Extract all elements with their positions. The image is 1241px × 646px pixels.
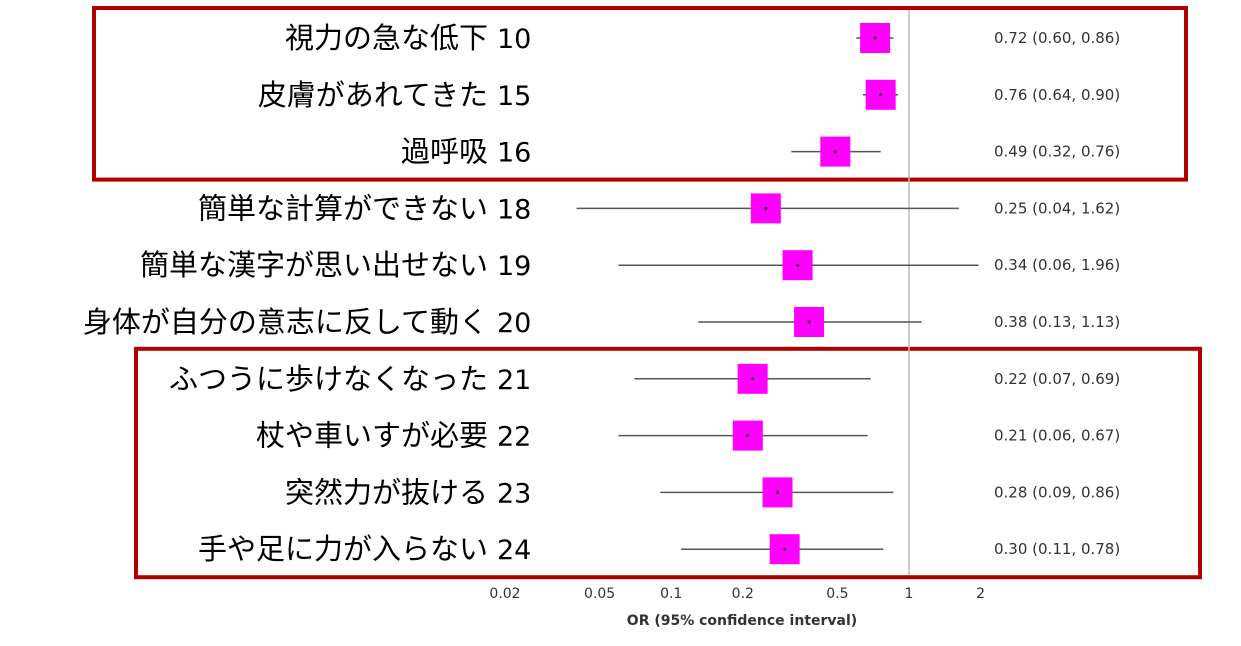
x-tick-label: 0.5 <box>826 586 848 602</box>
row-number: 10 <box>497 24 531 55</box>
forest-row: 過呼吸 16 0.49 (0.32, 0.76) <box>401 135 1120 169</box>
row-label: 視力の急な低下 <box>285 21 488 55</box>
row-number: 16 <box>497 138 531 169</box>
row-number: 18 <box>497 194 531 225</box>
x-axis-label: OR (95% confidence interval) <box>627 613 857 629</box>
row-label: 簡単な計算ができない <box>198 191 488 225</box>
x-tick-label: 1 <box>905 586 914 602</box>
ci-text: 0.38 (0.13, 1.13) <box>994 313 1120 331</box>
or-point <box>873 36 877 40</box>
forest-row: 皮膚があれてきた 15 0.76 (0.64, 0.90) <box>258 78 1120 112</box>
highlight-box-1 <box>92 6 1188 182</box>
x-tick-label: 2 <box>976 586 985 602</box>
highlight-boxes <box>92 6 1202 580</box>
row-label: 手や足に力が入らない <box>198 532 488 566</box>
highlight-box-2 <box>134 346 1202 580</box>
row-label: 皮膚があれてきた <box>258 78 488 112</box>
forest-row: 視力の急な低下 10 0.72 (0.60, 0.86) <box>285 21 1120 55</box>
x-tick-label: 0.02 <box>489 586 520 602</box>
row-label: 過呼吸 <box>401 135 488 169</box>
row-label: 杖や車いすが必要 <box>256 419 488 453</box>
row-number: 15 <box>497 81 531 112</box>
or-point <box>795 263 800 267</box>
forest-row: 突然力が抜ける 23 0.28 (0.09, 0.86) <box>285 475 1120 509</box>
row-number: 24 <box>497 535 531 566</box>
ci-text: 0.21 (0.06, 0.67) <box>994 427 1120 445</box>
row-label: 簡単な漢字が思い出せない <box>140 248 488 282</box>
row-number: 23 <box>497 478 531 509</box>
ci-text: 0.34 (0.06, 1.96) <box>994 256 1120 274</box>
row-number: 19 <box>497 251 531 282</box>
row-label: ふつうに歩けなくなった <box>169 362 488 396</box>
forest-row: ふつうに歩けなくなった 21 0.22 (0.07, 0.69) <box>169 362 1120 396</box>
ci-text: 0.49 (0.32, 0.76) <box>994 143 1120 161</box>
x-tick-label: 0.2 <box>732 586 754 602</box>
or-point <box>879 93 883 97</box>
x-tick-label: 0.05 <box>584 586 615 602</box>
or-point <box>746 434 750 438</box>
forest-row: 簡単な漢字が思い出せない 19 0.34 (0.06, 1.96) <box>140 248 1120 282</box>
or-point <box>775 490 780 494</box>
ci-text: 0.76 (0.64, 0.90) <box>994 86 1120 104</box>
forest-row: 身体が自分の意志に反して動く 20 0.38 (0.13, 1.13) <box>83 305 1120 339</box>
forest-row: 杖や車いすが必要 22 0.21 (0.06, 0.67) <box>256 419 1120 453</box>
ci-text: 0.30 (0.11, 0.78) <box>994 540 1120 558</box>
x-axis-ticks: 0.02 0.05 0.1 0.2 0.5 1 2 <box>489 586 985 602</box>
forest-rows: 視力の急な低下 10 0.72 (0.60, 0.86) 皮膚があれてきた 15 0.76… <box>83 21 1120 566</box>
forest-row: 簡単な計算ができない 18 0.25 (0.04, 1.62) <box>198 191 1120 225</box>
or-point <box>833 150 837 154</box>
row-number: 20 <box>497 308 531 339</box>
row-number: 21 <box>497 365 531 396</box>
or-point <box>807 320 811 324</box>
or-point <box>764 206 768 210</box>
ci-text: 0.25 (0.04, 1.62) <box>994 199 1120 217</box>
or-point <box>783 547 787 551</box>
ci-text: 0.22 (0.07, 0.69) <box>994 370 1120 388</box>
forest-row: 手や足に力が入らない 24 0.30 (0.11, 0.78) <box>198 532 1120 566</box>
ci-text: 0.28 (0.09, 0.86) <box>994 483 1120 501</box>
row-label: 突然力が抜ける <box>285 475 488 509</box>
x-tick-label: 0.1 <box>660 586 682 602</box>
ci-text: 0.72 (0.60, 0.86) <box>994 29 1120 47</box>
or-point <box>751 377 755 381</box>
row-label: 身体が自分の意志に反して動く <box>83 305 488 339</box>
row-number: 22 <box>497 422 531 453</box>
